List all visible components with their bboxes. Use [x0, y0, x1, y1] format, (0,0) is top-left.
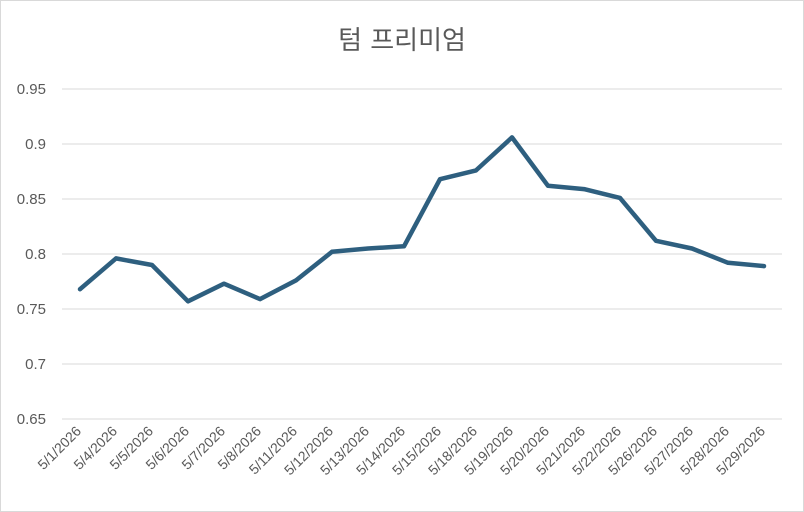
- data-point: [582, 187, 586, 192]
- data-point: [258, 297, 262, 302]
- data-point: [618, 195, 622, 200]
- data-point: [690, 246, 694, 251]
- y-tick-label: 0.85: [17, 191, 46, 208]
- data-point: [150, 263, 154, 267]
- data-point: [510, 135, 514, 140]
- data-point: [762, 264, 766, 269]
- y-tick-label: 0.95: [17, 81, 46, 98]
- data-point: [402, 244, 406, 249]
- chart-title: 텀 프리미엄: [338, 26, 466, 56]
- data-point: [474, 168, 478, 173]
- y-tick-label: 0.65: [17, 411, 46, 428]
- data-point: [78, 287, 82, 292]
- y-tick-label: 0.8: [25, 246, 46, 263]
- data-point: [726, 260, 730, 265]
- data-point: [438, 177, 442, 182]
- data-point: [546, 183, 550, 188]
- y-tick-label: 0.9: [25, 136, 46, 153]
- y-tick-label: 0.75: [17, 301, 46, 318]
- data-point: [366, 246, 370, 251]
- data-point: [222, 281, 226, 286]
- data-point: [654, 238, 658, 243]
- y-tick-label: 0.7: [25, 356, 46, 373]
- data-point: [186, 299, 190, 304]
- data-point: [330, 249, 334, 254]
- series-line: [77, 135, 767, 304]
- data-point: [114, 256, 118, 261]
- data-point: [294, 278, 298, 283]
